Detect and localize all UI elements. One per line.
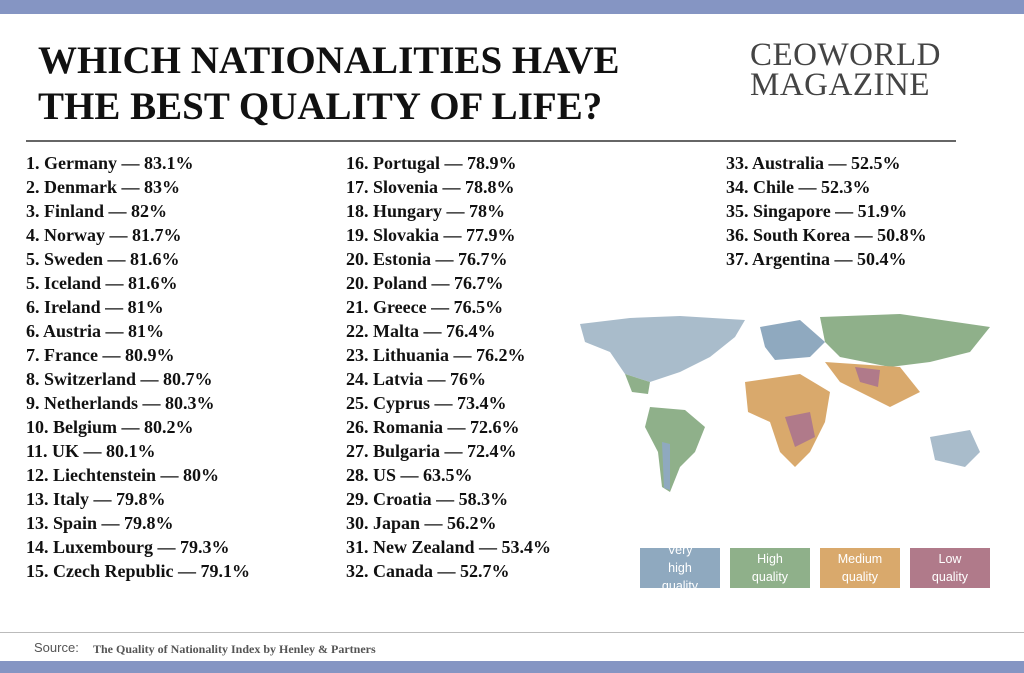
legend-item: Low quality (910, 548, 990, 588)
ranking-item: 31. New Zealand — 53.4% (346, 537, 552, 557)
ranking-item: 13. Spain — 79.8% (26, 513, 174, 533)
divider (26, 140, 956, 142)
ranking-item: 6. Austria — 81% (26, 321, 165, 341)
ranking-item: 26. Romania — 72.6% (346, 417, 520, 437)
ranking-item: 18. Hungary — 78% (346, 201, 506, 221)
ranking-item: 19. Slovakia — 77.9% (346, 225, 516, 245)
ranking-item: 37. Argentina — 50.4% (726, 249, 907, 269)
ranking-item: 13. Italy — 79.8% (26, 489, 166, 509)
legend-item: High quality (730, 548, 810, 588)
australia (930, 430, 980, 467)
brand-line: CEOWORLD (750, 37, 941, 73)
ranking-item: 35. Singapore — 51.9% (726, 201, 908, 221)
north-america (580, 316, 745, 382)
ranking-item: 20. Estonia — 76.7% (346, 249, 508, 269)
top-bar (0, 0, 1024, 14)
south-america (645, 407, 705, 492)
ranking-item: 8. Switzerland — 80.7% (26, 369, 213, 389)
title-line: THE BEST QUALITY OF LIFE? (38, 85, 603, 128)
ranking-column: 33. Australia — 52.5% 34. Chile — 52.3% 35… (726, 151, 927, 271)
ranking-item: 20. Poland — 76.7% (346, 273, 504, 293)
ranking-item: 9. Netherlands — 80.3% (26, 393, 215, 413)
ranking-column: 1. Germany — 83.1% 2. Denmark — 83% 3. Fin… (26, 151, 250, 583)
ranking-item: 36. South Korea — 50.8% (726, 225, 927, 245)
ranking-item: 16. Portugal — 78.9% (346, 153, 517, 173)
ranking-item: 6. Ireland — 81% (26, 297, 164, 317)
ranking-item: 5. Iceland — 81.6% (26, 273, 178, 293)
ranking-item: 1. Germany — 83.1% (26, 153, 194, 173)
title-line: WHICH NATIONALITIES HAVE (38, 39, 620, 82)
ranking-item: 7. France — 80.9% (26, 345, 175, 365)
mexico (625, 374, 650, 394)
ranking-item: 11. UK — 80.1% (26, 441, 156, 461)
ranking-item: 10. Belgium — 80.2% (26, 417, 194, 437)
russia-china (820, 314, 990, 367)
ranking-item: 21. Greece — 76.5% (346, 297, 504, 317)
ranking-item: 2. Denmark — 83% (26, 177, 180, 197)
ranking-item: 14. Luxembourg — 79.3% (26, 537, 230, 557)
central-africa (785, 412, 815, 447)
ranking-item: 3. Finland — 82% (26, 201, 168, 221)
ranking-column: 16. Portugal — 78.9% 17. Slovenia — 78.8%… (346, 151, 551, 583)
chile-argentina (662, 442, 670, 490)
ranking-item: 24. Latvia — 76% (346, 369, 487, 389)
source-label: Source: (34, 640, 79, 655)
ranking-item: 12. Liechtenstein — 80% (26, 465, 219, 485)
world-map (580, 314, 990, 492)
ranking-item: 28. US — 63.5% (346, 465, 473, 485)
ranking-item: 23. Lithuania — 76.2% (346, 345, 526, 365)
ranking-item: 5. Sweden — 81.6% (26, 249, 180, 269)
legend-item: Very high quality (640, 543, 720, 593)
ranking-item: 34. Chile — 52.3% (726, 177, 871, 197)
brand-line: MAGAZINE (750, 67, 930, 103)
source-text: The Quality of Nationality Index by Henl… (93, 642, 376, 656)
ranking-item: 32. Canada — 52.7% (346, 561, 510, 581)
legend-item: Medium quality (820, 548, 900, 588)
ranking-item: 4. Norway — 81.7% (26, 225, 182, 245)
ranking-item: 25. Cyprus — 73.4% (346, 393, 507, 413)
ranking-item: 29. Croatia — 58.3% (346, 489, 509, 509)
ranking-item: 15. Czech Republic — 79.1% (26, 561, 250, 581)
ranking-item: 27. Bulgaria — 72.4% (346, 441, 517, 461)
ranking-item: 22. Malta — 76.4% (346, 321, 496, 341)
ranking-item: 30. Japan — 56.2% (346, 513, 497, 533)
europe (760, 320, 825, 360)
footer-rule (0, 632, 1024, 633)
bottom-bar (0, 661, 1024, 673)
ranking-item: 33. Australia — 52.5% (726, 153, 901, 173)
asia-low (855, 367, 880, 387)
ranking-item: 17. Slovenia — 78.8% (346, 177, 515, 197)
